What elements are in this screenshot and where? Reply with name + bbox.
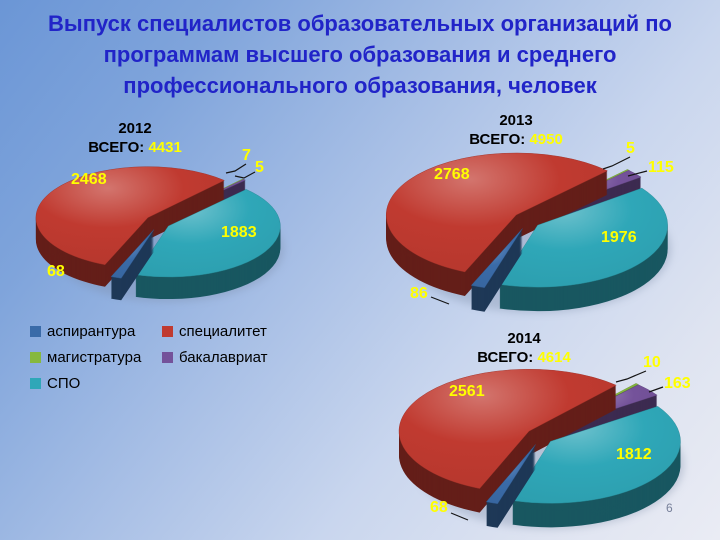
legend-label-spo: СПО: [47, 375, 81, 392]
pie-slice-spo: [135, 189, 281, 278]
legend-item-aspirantura: аспирантура: [30, 323, 162, 340]
pie-2013: [386, 152, 671, 313]
legend-swatch-aspirantura: [30, 326, 41, 337]
total-value: 4950: [529, 131, 563, 148]
label-2013-specialitet: 2768: [434, 166, 470, 183]
label-2014-aspirantura: 68: [430, 499, 448, 516]
pie-slice-spo: [512, 406, 681, 504]
title-line-3: профессионального образования, человек: [123, 73, 597, 98]
legend-item-magistratura: магистратура: [30, 349, 162, 366]
page-title: Выпуск специалистов образовательных орга…: [0, 8, 720, 101]
legend-label-specialitet: специалитет: [179, 323, 267, 340]
leader-line: [430, 296, 450, 305]
chart-total-2012: ВСЕГО: 4431: [50, 138, 220, 157]
legend-item-specialitet: специалитет: [162, 323, 268, 340]
title-line-2: программам высшего образования и среднег…: [103, 42, 617, 67]
leader-line: [234, 171, 256, 179]
page-number: 6: [666, 501, 673, 515]
pie-2014: [398, 369, 684, 529]
pie-slice-aspirantura: [470, 228, 523, 288]
label-2014-specialitet: 2561: [449, 383, 485, 400]
pie-slice-aspirantura: [110, 229, 155, 279]
legend-swatch-magistratura: [30, 352, 41, 363]
label-2013-magistratura: 5: [626, 140, 635, 157]
chart-header-2014: 2014 ВСЕГО: 4614: [439, 329, 609, 367]
total-prefix: ВСЕГО:: [477, 349, 534, 366]
leader-line: [450, 512, 469, 521]
label-2013-bakalavriat: 115: [648, 159, 674, 176]
legend-swatch-spo: [30, 378, 41, 389]
pie-slice-spo: [499, 187, 668, 288]
chart-year-2012: 2012: [118, 120, 152, 137]
chart-total-2013: ВСЕГО: 4950: [431, 130, 601, 149]
label-2014-bakalavriat: 163: [664, 375, 691, 392]
total-prefix: ВСЕГО:: [88, 139, 145, 156]
leader-line: [615, 370, 647, 383]
chart-total-2014: ВСЕГО: 4614: [439, 348, 609, 367]
legend: аспирантура специалитет магистратура бак…: [30, 323, 268, 392]
label-2012-specialitet: 2468: [71, 171, 107, 188]
legend-item-spo: СПО: [30, 375, 162, 392]
label-2013-aspirantura: 86: [410, 285, 428, 302]
chart-header-2013: 2013 ВСЕГО: 4950: [431, 111, 601, 149]
pie-2012: [35, 166, 284, 302]
leader-line: [648, 386, 664, 393]
pie-slice-specialitet: [398, 369, 617, 489]
leader-line: [627, 170, 648, 177]
legend-swatch-bakalavriat: [162, 352, 173, 363]
label-2014-magistratura: 10: [643, 354, 661, 371]
chart-header-2012: 2012 ВСЕГО: 4431: [50, 119, 220, 157]
leader-line: [225, 163, 247, 174]
legend-label-aspirantura: аспирантура: [47, 323, 136, 340]
legend-label-bakalavriat: бакалавриат: [179, 349, 268, 366]
label-2012-magistratura: 7: [242, 147, 251, 164]
pie-slice-aspirantura: [485, 444, 536, 504]
legend-swatch-specialitet: [162, 326, 173, 337]
pie-slice-specialitet: [386, 152, 608, 273]
legend-item-bakalavriat: бакалавриат: [162, 349, 268, 366]
total-prefix: ВСЕГО:: [469, 131, 526, 148]
chart-year-2014: 2014: [507, 330, 541, 347]
chart-year-2013: 2013: [499, 112, 533, 129]
legend-label-magistratura: магистратура: [47, 349, 142, 366]
label-2013-spo: 1976: [601, 229, 637, 246]
total-value: 4431: [148, 139, 182, 156]
leader-line: [602, 156, 631, 170]
label-2012-spo: 1883: [221, 224, 257, 241]
total-value: 4614: [537, 349, 571, 366]
pie-slice-specialitet: [35, 166, 225, 265]
label-2012-bakalavriat: 5: [255, 159, 264, 176]
title-line-1: Выпуск специалистов образовательных орга…: [48, 11, 672, 36]
label-2012-aspirantura: 68: [47, 263, 65, 280]
label-2014-spo: 1812: [616, 446, 652, 463]
